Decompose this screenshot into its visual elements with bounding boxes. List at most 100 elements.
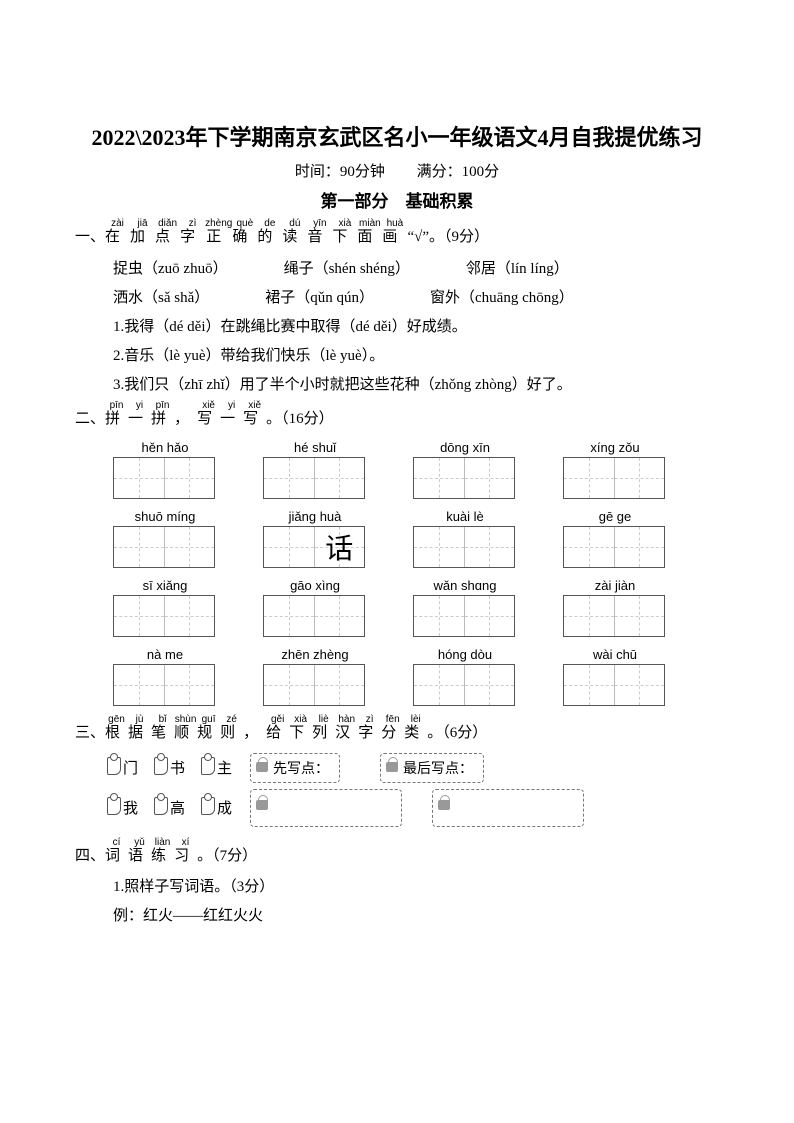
ruby-char: 据jù [128, 725, 151, 741]
write-cell[interactable] [315, 596, 365, 636]
ruby-char: 语yǔ [128, 848, 151, 864]
write-cell[interactable] [615, 458, 665, 498]
write-cell[interactable] [165, 665, 215, 705]
char-tag[interactable]: 高 [152, 795, 193, 820]
write-box[interactable] [113, 457, 215, 499]
write-box[interactable] [263, 664, 365, 706]
write-box[interactable] [263, 595, 365, 637]
write-cell[interactable] [564, 458, 615, 498]
write-cell[interactable] [465, 527, 515, 567]
ruby-char: 读dú [282, 229, 307, 245]
ruby-char: 词cí [105, 848, 128, 864]
write-cell[interactable] [264, 596, 315, 636]
time-label: 时间：90分钟 [295, 160, 385, 181]
write-box[interactable] [413, 595, 515, 637]
char-tag[interactable]: 成 [199, 795, 240, 820]
write-box[interactable] [113, 664, 215, 706]
write-box[interactable] [563, 664, 665, 706]
write-cell[interactable] [564, 665, 615, 705]
q4-heading: 四、 词cí语yǔ练liàn习xí 。（7分） [75, 837, 719, 868]
write-cell[interactable] [615, 527, 665, 567]
ruby-char: 写xiě [197, 411, 220, 427]
write-cell[interactable] [465, 665, 515, 705]
char-tag[interactable]: 主 [199, 755, 240, 780]
pinyin-item: hé shuǐ [263, 440, 367, 499]
write-box[interactable] [563, 526, 665, 568]
write-cell[interactable] [114, 665, 165, 705]
ruby-char: 给gěi [266, 725, 289, 741]
ruby-char: 分fēn [381, 725, 404, 741]
pinyin-choice: 窗外（chuāng chōng） [430, 286, 574, 307]
ruby-char: 加jiā [130, 229, 155, 245]
pinyin-label: dōng xīn [413, 440, 517, 455]
write-cell[interactable] [414, 665, 465, 705]
ruby-char: 在zài [105, 229, 130, 245]
pinyin-label: zhēn zhèng [263, 647, 367, 662]
write-cell[interactable] [564, 527, 615, 567]
char-tag[interactable]: 我 [105, 795, 146, 820]
answer-box-1[interactable] [250, 789, 402, 827]
char-tag[interactable]: 书 [152, 755, 193, 780]
write-cell[interactable] [315, 458, 365, 498]
pinyin-label: kuài lè [413, 509, 517, 524]
write-cell[interactable] [114, 527, 165, 567]
pinyin-label: gāo xìng [263, 578, 367, 593]
q2-tail: 。（16分） [266, 408, 334, 431]
write-box[interactable] [563, 595, 665, 637]
lock2-text: 最后写点： [403, 762, 473, 777]
write-box[interactable] [263, 457, 365, 499]
write-box[interactable] [413, 457, 515, 499]
write-cell[interactable] [465, 458, 515, 498]
q3-lock2: 最后写点： [380, 753, 484, 783]
write-cell[interactable] [414, 458, 465, 498]
q4-num: 四、 [75, 845, 105, 868]
write-cell[interactable] [465, 596, 515, 636]
q4-tail: 。（7分） [197, 845, 257, 868]
q3-row2: 我高成 [105, 789, 719, 827]
q1-s3: 3.我们只（zhī zhǐ）用了半个小时就把这些花种（zhǒng zhòng）好… [113, 373, 719, 394]
ruby-char: 字zì [180, 229, 205, 245]
write-cell[interactable] [165, 596, 215, 636]
ruby-char: 练liàn [151, 848, 174, 864]
pinyin-label: hěn hǎo [113, 440, 217, 455]
lock1-text: 先写点： [273, 762, 329, 777]
ruby-char: 习xí [174, 848, 197, 864]
write-cell[interactable] [114, 458, 165, 498]
write-cell[interactable] [564, 596, 615, 636]
write-box[interactable] [413, 664, 515, 706]
write-cell[interactable] [414, 527, 465, 567]
ruby-char: 类lèi [404, 725, 427, 741]
write-cell[interactable]: 话 [315, 527, 365, 567]
write-cell[interactable] [615, 665, 665, 705]
write-box[interactable]: 话 [263, 526, 365, 568]
write-box[interactable] [113, 526, 215, 568]
q3-num: 三、 [75, 722, 105, 745]
write-box[interactable] [563, 457, 665, 499]
pinyin-item: wǎn shɑng [413, 578, 517, 637]
pinyin-item: gāo xìng [263, 578, 367, 637]
ruby-char: 顺shùn [174, 725, 197, 741]
write-cell[interactable] [414, 596, 465, 636]
write-box[interactable] [413, 526, 515, 568]
write-cell[interactable] [114, 596, 165, 636]
ruby-char: 下xià [332, 229, 357, 245]
pinyin-choice: 裙子（qǔn qún） [265, 286, 374, 307]
write-cell[interactable] [615, 596, 665, 636]
char-tag[interactable]: 门 [105, 755, 146, 780]
write-cell[interactable] [264, 665, 315, 705]
write-cell[interactable] [165, 458, 215, 498]
write-cell[interactable] [315, 665, 365, 705]
exam-page: 2022\2023年下学期南京玄武区名小一年级语文4月自我提优练习 时间：90分… [0, 0, 794, 1123]
write-cell[interactable] [264, 458, 315, 498]
pinyin-item: xíng zǒu [563, 440, 667, 499]
ruby-char: 根gēn [105, 725, 128, 741]
q1-s1: 1.我得（dé děi）在跳绳比赛中取得（dé děi）好成绩。 [113, 315, 719, 336]
pinyin-item: wài chū [563, 647, 667, 706]
ruby-char: 下xià [289, 725, 312, 741]
answer-box-2[interactable] [432, 789, 584, 827]
write-box[interactable] [113, 595, 215, 637]
pinyin-row: sī xiǎnggāo xìngwǎn shɑngzài jiàn [113, 578, 719, 637]
q1-row1: 捉虫（zuō zhuō）绳子（shén shéng）邻居（lín líng） [113, 257, 719, 278]
write-cell[interactable] [165, 527, 215, 567]
write-cell[interactable] [264, 527, 315, 567]
